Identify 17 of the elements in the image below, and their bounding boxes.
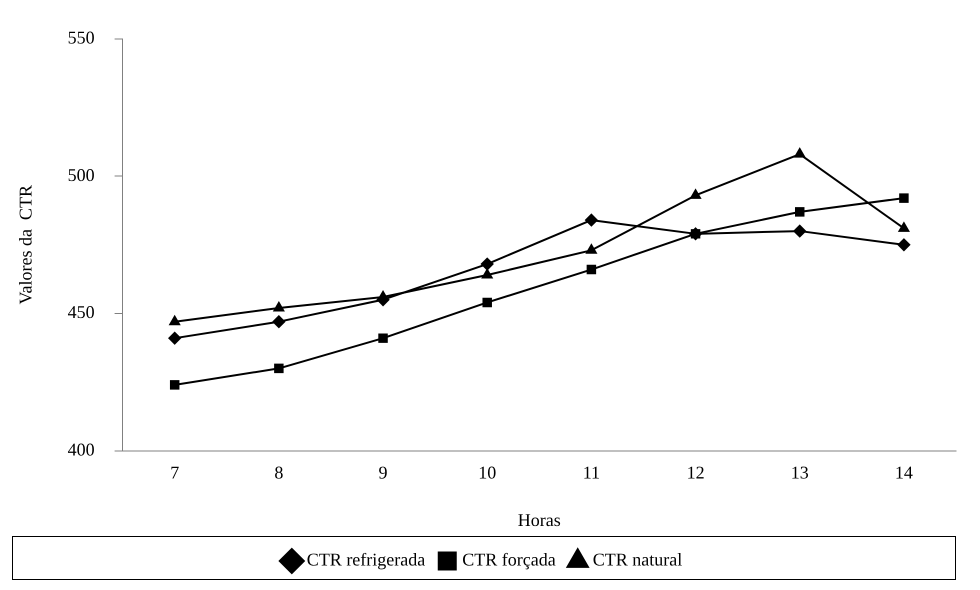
- legend-label: CTR forçada: [462, 550, 556, 570]
- y-tick-label: 400: [68, 440, 95, 460]
- x-tick-label: 8: [274, 462, 284, 482]
- y-tick-label: 550: [68, 28, 95, 48]
- legend-label: CTR refrigerada: [306, 550, 426, 570]
- y-tick-label: 500: [68, 164, 95, 185]
- x-tick-label: 9: [378, 462, 388, 482]
- x-tick-label: 11: [582, 462, 600, 482]
- x-tick-label: 13: [790, 462, 809, 482]
- y-tick-label: 450: [68, 302, 95, 322]
- x-axis-title: Horas: [518, 510, 561, 530]
- x-tick-label: 14: [894, 462, 913, 482]
- x-tick-label: 7: [170, 462, 180, 482]
- x-tick-label: 10: [478, 462, 496, 482]
- x-tick-label: 12: [686, 462, 705, 482]
- y-axis-title: Valores da CTR: [16, 185, 36, 305]
- legend-label: CTR natural: [592, 550, 682, 570]
